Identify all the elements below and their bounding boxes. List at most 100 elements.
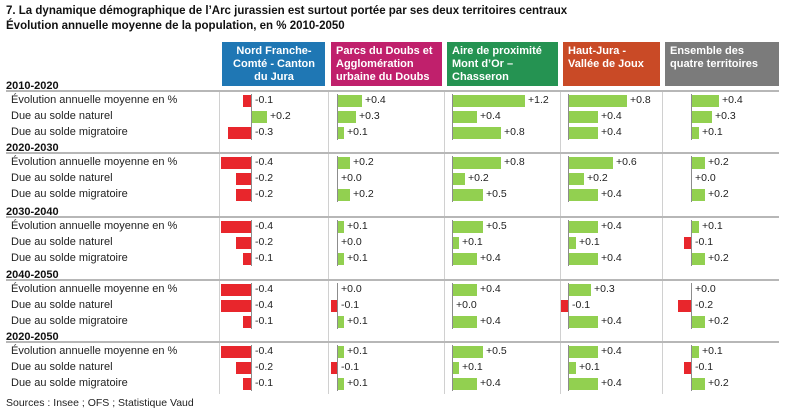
data-label: +0.1 [347, 345, 368, 357]
data-label: +0.6 [616, 156, 637, 168]
column-separator [444, 90, 445, 394]
zero-axis [452, 156, 453, 202]
data-label: +0.1 [462, 236, 483, 248]
column-header-line: urbaine du Doubs [336, 71, 430, 83]
zero-axis [337, 156, 338, 202]
zero-axis [568, 283, 569, 329]
row-label: Due au solde migratoire [11, 252, 128, 264]
data-bar [692, 127, 699, 139]
data-bar [236, 362, 251, 374]
data-label: +0.2 [587, 172, 608, 184]
column-header-line: Aire de proximité [452, 45, 542, 57]
data-bar [221, 300, 251, 312]
column-separator [662, 90, 663, 394]
data-label: +1.2 [528, 94, 549, 106]
data-bar [243, 95, 251, 107]
column-separator [219, 90, 220, 394]
data-label: -0.2 [255, 188, 274, 200]
zero-axis [251, 220, 252, 266]
data-label: +0.1 [579, 236, 600, 248]
data-bar [569, 378, 598, 390]
zero-axis [568, 156, 569, 202]
data-label: -0.4 [255, 283, 274, 295]
column-header: Nord Franche- Comté - Canton du Jura [222, 42, 325, 86]
zero-axis [691, 345, 692, 391]
row-label: Due au solde naturel [11, 110, 113, 122]
data-label: +0.4 [480, 283, 501, 295]
data-label: +0.1 [579, 361, 600, 373]
column-header-line: Ensemble des [670, 45, 744, 57]
column-header: Haut-Jura - Vallée de Joux [563, 42, 660, 86]
data-bar [569, 316, 598, 328]
data-bar [569, 253, 598, 265]
data-bar [561, 300, 568, 312]
data-label: +0.2 [708, 156, 729, 168]
column-header: Aire de proximité Mont d’Or – Chasseron [447, 42, 558, 86]
data-bar [338, 221, 344, 233]
data-bar [678, 300, 691, 312]
data-label: -0.2 [255, 236, 274, 248]
data-label: +0.4 [480, 377, 501, 389]
data-label: -0.1 [255, 94, 274, 106]
data-label: -0.1 [255, 252, 274, 264]
period-separator [6, 216, 779, 218]
column-header-line: Haut-Jura - [568, 45, 627, 57]
zero-axis [691, 94, 692, 140]
data-bar [569, 95, 627, 107]
data-bar [338, 346, 344, 358]
data-bar [236, 189, 251, 201]
data-label: +0.3 [715, 110, 736, 122]
source-note: Sources : Insee ; OFS ; Statistique Vaud [6, 397, 194, 409]
data-label: +0.2 [708, 188, 729, 200]
data-label: +0.2 [353, 156, 374, 168]
period-label: 2020-2050 [6, 331, 59, 343]
data-label: -0.1 [341, 361, 360, 373]
column-header-line: Mont d’Or – [452, 58, 514, 70]
data-label: +0.1 [347, 252, 368, 264]
data-bar [453, 95, 525, 107]
data-label: +0.4 [601, 220, 622, 232]
data-label: +0.2 [270, 110, 291, 122]
data-bar [569, 127, 598, 139]
data-bar [569, 189, 598, 201]
data-label: +0.2 [708, 377, 729, 389]
zero-axis [251, 94, 252, 140]
data-bar [692, 253, 705, 265]
chart-title: 7. La dynamique démographique de l’Arc j… [6, 5, 568, 17]
data-label: +0.4 [601, 345, 622, 357]
row-label: Due au solde migratoire [11, 315, 128, 327]
data-label: +0.4 [601, 252, 622, 264]
zero-axis [568, 94, 569, 140]
data-bar [221, 221, 251, 233]
data-label: +0.1 [347, 220, 368, 232]
data-label: +0.8 [630, 94, 651, 106]
data-label: +0.1 [462, 361, 483, 373]
data-bar [331, 362, 337, 374]
period-label: 2010-2020 [6, 80, 59, 92]
data-label: -0.1 [255, 315, 274, 327]
data-bar [338, 95, 362, 107]
data-label: -0.1 [255, 377, 274, 389]
row-label: Due au solde naturel [11, 361, 113, 373]
data-label: +0.0 [695, 172, 716, 184]
zero-axis [337, 283, 338, 329]
data-label: -0.1 [695, 236, 714, 248]
zero-axis [452, 220, 453, 266]
zero-axis [251, 345, 252, 391]
data-bar [453, 111, 477, 123]
data-label: +0.4 [722, 94, 743, 106]
data-label: +0.2 [468, 172, 489, 184]
data-bar [221, 346, 251, 358]
data-label: +0.8 [504, 156, 525, 168]
data-bar [569, 362, 576, 374]
period-label: 2040-2050 [6, 269, 59, 281]
data-label: -0.2 [255, 361, 274, 373]
data-label: +0.5 [486, 188, 507, 200]
data-label: +0.0 [341, 236, 362, 248]
data-bar [338, 253, 344, 265]
data-bar [692, 157, 705, 169]
data-label: +0.1 [702, 126, 723, 138]
data-bar [453, 127, 501, 139]
data-bar [692, 378, 705, 390]
data-label: +0.4 [480, 110, 501, 122]
